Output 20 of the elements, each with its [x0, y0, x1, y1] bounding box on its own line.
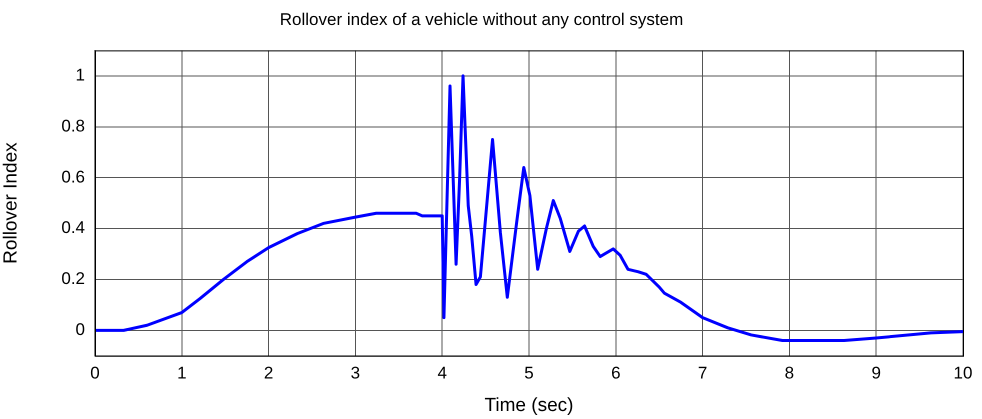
- x-tick-label: 8: [784, 364, 794, 383]
- y-tick-label: 0.8: [61, 116, 85, 136]
- x-tick-label: 2: [264, 364, 274, 383]
- x-tick-label: 1: [177, 364, 187, 383]
- chart-title: Rollover index of a vehicle without any control system: [280, 10, 684, 29]
- x-tick-label: 6: [611, 364, 621, 383]
- x-tick-label: 0: [90, 364, 100, 383]
- x-tick-label: 3: [350, 364, 360, 383]
- x-tick-label: 7: [698, 364, 708, 383]
- x-tick-label: 5: [524, 364, 534, 383]
- x-tick-label: 4: [437, 364, 447, 383]
- x-tick-label: 10: [954, 364, 972, 383]
- x-axis-title: Time (sec): [484, 394, 574, 416]
- y-tick-label: 1: [76, 66, 85, 85]
- y-tick-label: 0.4: [61, 218, 85, 238]
- x-tick-label: 9: [871, 364, 881, 383]
- y-tick-label: 0.6: [61, 167, 85, 186]
- y-axis-title: Rollover Index: [0, 142, 22, 264]
- y-tick-label: 0.2: [61, 269, 85, 288]
- y-tick-label: 0: [76, 320, 85, 340]
